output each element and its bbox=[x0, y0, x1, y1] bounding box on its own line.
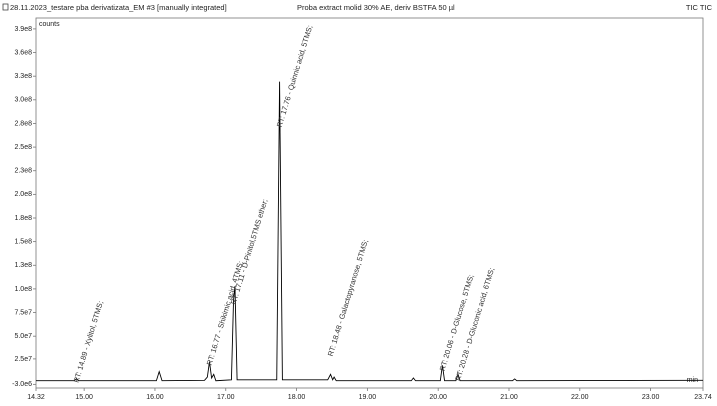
y-tick-label: 2.5e7 bbox=[14, 356, 32, 363]
y-tick-label: -3.0e6 bbox=[12, 381, 32, 388]
chart-subtitle: Proba extract molid 30% AE, deriv BSTFA … bbox=[297, 3, 455, 12]
y-tick-label: 1.0e8 bbox=[14, 286, 32, 293]
x-tick-label: 22.00 bbox=[571, 394, 589, 401]
x-tick-label: 19.00 bbox=[359, 394, 377, 401]
y-axis-label: counts bbox=[39, 21, 60, 28]
y-tick-label: 2.5e8 bbox=[14, 144, 32, 151]
x-tick-label: 20.00 bbox=[429, 394, 447, 401]
x-tick-label: 14.32 bbox=[27, 394, 45, 401]
y-tick-label: 2.8e8 bbox=[14, 120, 32, 127]
x-tick-label: 21.00 bbox=[500, 394, 518, 401]
x-tick-label: 23.00 bbox=[642, 394, 660, 401]
plot-frame bbox=[35, 17, 704, 389]
y-tick-label: 3.3e8 bbox=[14, 73, 32, 80]
x-tick-label: 16.00 bbox=[146, 394, 164, 401]
trace-label: TIC TIC bbox=[686, 3, 713, 12]
x-tick-label: 23.74 bbox=[694, 394, 712, 401]
y-tick-label: 3.0e8 bbox=[14, 97, 32, 104]
y-tick-label: 3.9e8 bbox=[14, 26, 32, 33]
trace bbox=[36, 81, 704, 382]
y-tick-label: 1.8e8 bbox=[14, 215, 32, 222]
y-tick-label: 2.0e8 bbox=[14, 191, 32, 198]
chart-title: 28.11.2023_testare pba derivatizata_EM #… bbox=[10, 3, 227, 12]
y-tick-label: 1.5e8 bbox=[14, 238, 32, 245]
header-icon bbox=[2, 3, 9, 11]
x-tick-label: 18.00 bbox=[288, 394, 306, 401]
y-tick-label: 5.0e7 bbox=[14, 333, 32, 340]
y-tick-label: 7.5e7 bbox=[14, 309, 32, 316]
y-tick-label: 1.3e8 bbox=[14, 262, 32, 269]
x-tick-label: 17.00 bbox=[217, 394, 235, 401]
x-tick-label: 15.00 bbox=[75, 394, 93, 401]
y-tick-label: 3.6e8 bbox=[14, 49, 32, 56]
y-tick-label: 2.3e8 bbox=[14, 168, 32, 175]
